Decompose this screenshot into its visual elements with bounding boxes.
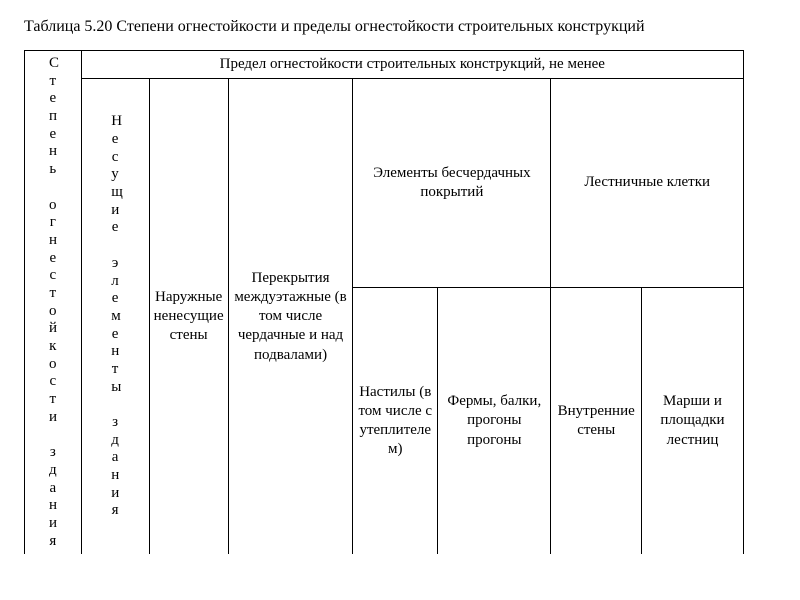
- header-bearing: Несущие элементы здания: [81, 79, 149, 555]
- header-stair-flights: Марши и площадки лестниц: [641, 287, 743, 554]
- header-inner-walls: Внутренние стены: [551, 287, 642, 554]
- header-degree: Степень огнестойкости здания: [25, 51, 82, 555]
- header-stairs-group: Лестничные клетки: [551, 79, 744, 288]
- header-trusses: Фермы, балки, прогоны прогоны: [438, 287, 551, 554]
- header-span-all: Предел огнестойкости строительных констр…: [81, 51, 743, 79]
- header-roof-group: Элементы бесчердачных покрытий: [353, 79, 551, 288]
- header-external-walls: Наружные ненесущие стены: [149, 79, 228, 555]
- fire-resistance-table: Степень огнестойкости здания Предел огне…: [24, 50, 744, 554]
- header-floors: Перекрытия междуэтажные (в том числе чер…: [228, 79, 353, 555]
- header-decking: Настилы (в том числе с утеплителем): [353, 287, 438, 554]
- table-caption: Таблица 5.20 Степени огнестойкости и пре…: [24, 18, 776, 36]
